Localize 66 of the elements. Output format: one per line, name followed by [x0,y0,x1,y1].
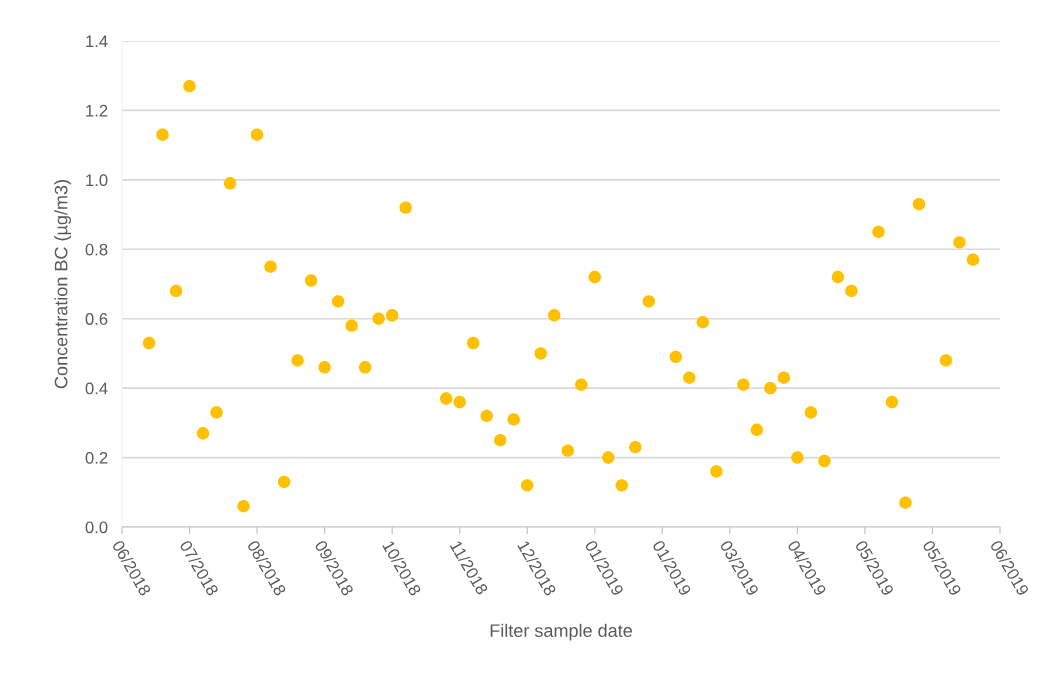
point [912,197,926,211]
point [480,409,493,423]
point [696,315,710,329]
y-axis-title: Concentration BC (µg/m3) [54,180,72,389]
point [494,434,507,447]
point [831,270,845,284]
point [507,413,520,426]
point [615,479,628,492]
point [818,454,831,468]
point [372,312,385,325]
point [304,274,318,287]
point [439,392,453,405]
y-tick-label: 0.6 [85,313,108,325]
point [683,371,696,384]
point [872,225,885,239]
point [453,395,466,409]
point [791,451,804,464]
point [575,378,588,391]
point [521,479,534,492]
y-tick-label: 1.2 [86,104,108,117]
point [737,378,750,391]
point [156,128,169,141]
point [629,440,642,454]
y-tick-label: 1.4 [86,35,108,48]
x-axis-title: Filter sample date [490,623,632,641]
point [804,406,818,419]
point [345,319,358,332]
point [318,361,331,374]
point [358,361,372,374]
point [277,475,291,489]
point [237,499,250,513]
point [196,427,210,440]
point [331,295,345,308]
point [642,295,656,308]
point [561,444,574,457]
point [466,336,480,350]
point [534,347,547,360]
point [939,354,953,367]
point [845,284,858,298]
point [548,309,561,322]
point [142,336,156,350]
point [169,284,183,298]
y-tick-label: 1.0 [86,174,108,187]
point [399,201,412,214]
point [764,381,777,395]
y-tick-label: 0.0 [85,521,108,534]
point [710,465,723,478]
point [953,236,966,249]
point [291,354,304,367]
point [264,260,277,273]
point [966,253,980,266]
point [385,309,399,322]
point [588,270,601,284]
point [750,423,764,437]
point [899,496,912,509]
point [885,395,899,409]
point [669,350,683,364]
point [183,79,196,93]
point [250,128,264,141]
point [223,177,237,190]
point [602,451,615,464]
point [777,371,791,384]
y-tick-label: 0.8 [85,243,108,256]
point [210,406,223,419]
y-tick-label: 0.4 [85,382,108,395]
y-tick-label: 0.2 [85,451,108,464]
